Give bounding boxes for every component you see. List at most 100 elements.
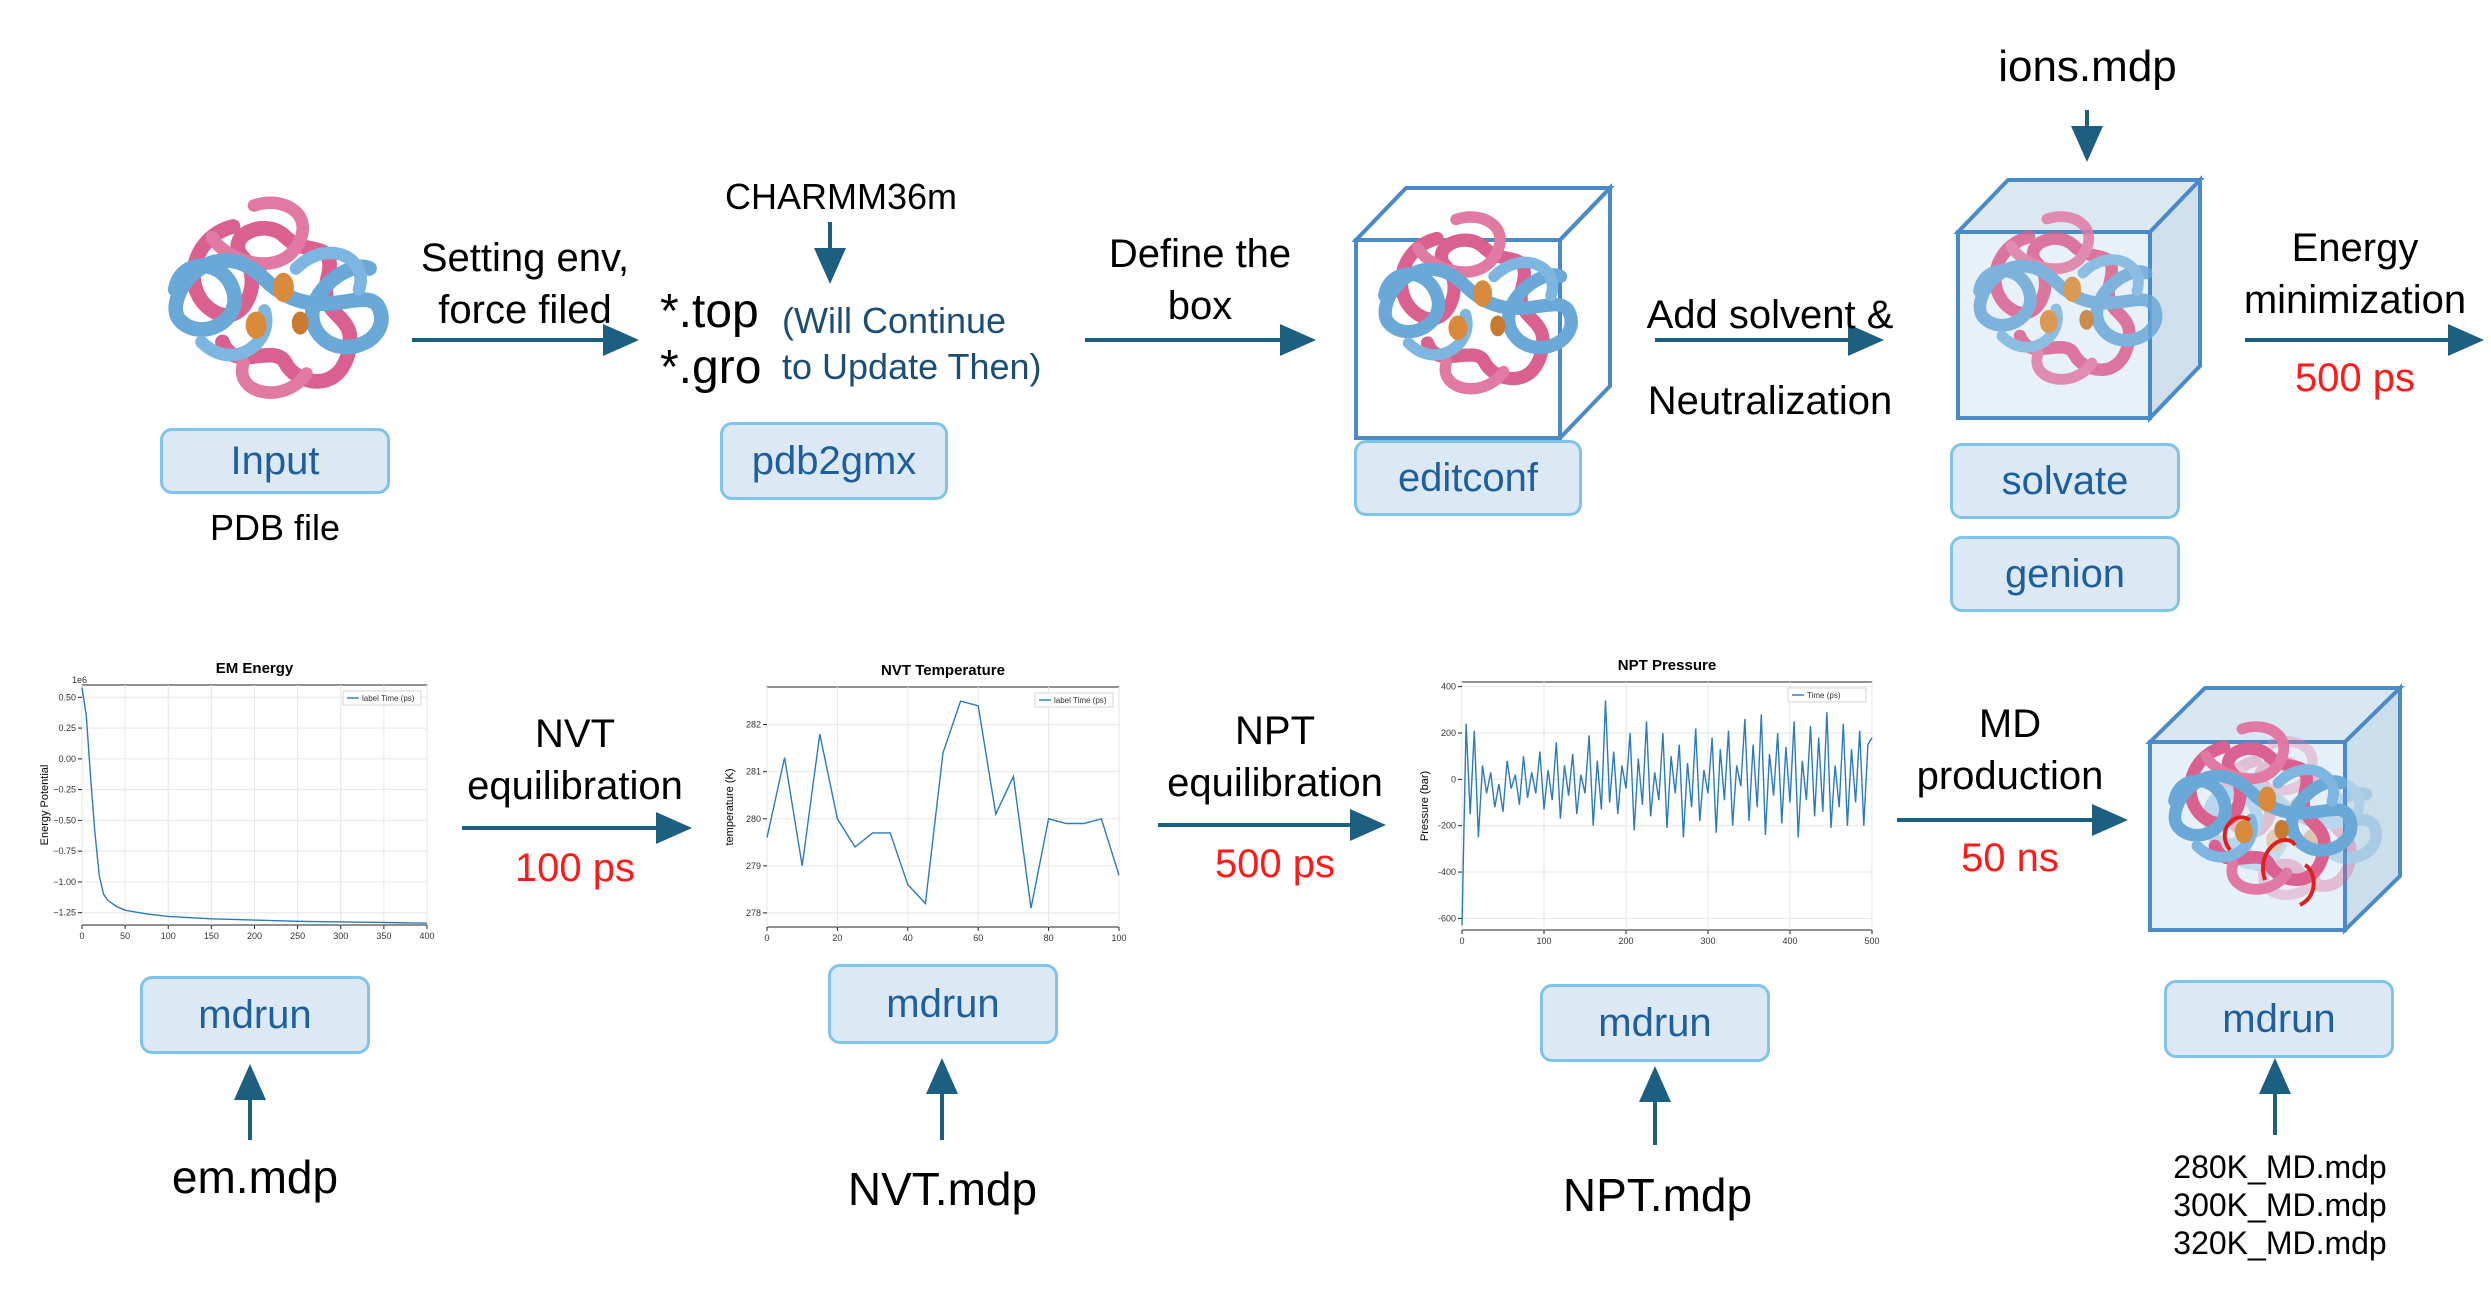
mdrun-npt-box: mdrun: [1540, 984, 1770, 1062]
mdrun-nvt-box: mdrun: [828, 964, 1058, 1044]
plot-title: NVT Temperature: [881, 662, 1005, 679]
x-tick-label: 100: [161, 931, 176, 941]
solvated-box-icon: [1953, 175, 2205, 423]
x-tick-label: 50: [120, 931, 130, 941]
nvt-label-line1: NVT: [535, 712, 615, 756]
legend-box: [1787, 687, 1867, 703]
add-solvent-label: Add solvent & Neutralization: [1630, 272, 1910, 444]
series-line: [766, 700, 1120, 909]
y-tick-label: 281: [746, 767, 761, 777]
x-tick-label: 0: [764, 933, 769, 943]
plot-frame: [1461, 681, 1873, 931]
simulation-box-icon: [1351, 183, 1615, 443]
y-axis-label: temperature (K): [724, 768, 736, 845]
md-mdp-300k: 300K_MD.mdp: [2173, 1187, 2387, 1223]
y-tick-label: -600: [1438, 913, 1456, 923]
plot-title: NPT Pressure: [1618, 657, 1716, 674]
nvt-time: 100 ps: [514, 846, 636, 890]
arrow-setting-env-line1: Setting env,: [420, 236, 630, 280]
md-mdp-280k: 280K_MD.mdp: [2173, 1149, 2387, 1185]
top-file-label: *.top: [660, 285, 759, 338]
energy-minimization-line2: minimization: [2243, 278, 2467, 322]
legend-box: [342, 690, 422, 706]
npt-pressure-plot: NPT Pressure 0 100 200 300 400 500 400 200 0 -200 -…: [1419, 657, 1880, 946]
energy-minimization-time: 500 ps: [2294, 356, 2416, 400]
x-tick-label: 300: [1700, 936, 1715, 946]
y-tick-label: 280: [746, 814, 761, 824]
define-box-line2: box: [1167, 284, 1233, 328]
x-tick-label: 20: [832, 933, 842, 943]
x-tick-label: 350: [376, 931, 391, 941]
y-tick-label: −0.75: [53, 846, 76, 856]
legend-label: label Time (ps): [362, 694, 415, 703]
y-tick-label: -400: [1438, 867, 1456, 877]
npt-label-line2: equilibration: [1167, 761, 1383, 805]
arrow-setting-env-line2: force filed: [438, 288, 612, 332]
y-tick-label: 0: [1451, 774, 1456, 784]
nvt-label: NVT equilibration: [440, 708, 710, 812]
x-tick-label: 400: [1782, 936, 1797, 946]
mdrun-em-box: mdrun: [140, 976, 370, 1054]
y-tick-label: -200: [1438, 821, 1456, 831]
md-production-label: MD production: [1880, 698, 2140, 802]
protein-structure-icon: [175, 203, 381, 393]
solvate-box: solvate: [1950, 443, 2180, 519]
y-tick-label: 0.50: [58, 692, 76, 702]
update-note-line1: (Will Continue: [782, 300, 1007, 341]
npt-time: 500 ps: [1214, 842, 1336, 886]
plot-title: EM Energy: [216, 660, 294, 677]
em-energy-plot: EM Energy 0 50 100 150 200 250 300 350 400 0.50 0.2…: [39, 660, 435, 941]
pdb2gmx-box: pdb2gmx: [720, 422, 948, 500]
md-label-line2: production: [1916, 754, 2104, 798]
md-production-box-icon: [2145, 683, 2405, 935]
y-tick-label: −0.25: [53, 785, 76, 795]
x-tick-label: 40: [903, 933, 913, 943]
legend-label: label Time (ps): [1054, 696, 1107, 705]
x-tick-label: 100: [1111, 933, 1126, 943]
series-line: [81, 687, 428, 924]
nvt-temperature-plot: NVT Temperature 0 20 40 60 80 100 278 279 280 281 2…: [724, 662, 1127, 943]
gro-file-label: *.gro: [660, 341, 762, 394]
update-note: (Will Continue to Update Then): [782, 298, 1042, 390]
y-scale-note: 1e6: [72, 675, 87, 685]
em-mdp-label: em.mdp: [171, 1151, 339, 1203]
define-box-label: Define the box: [1080, 228, 1320, 332]
add-solvent-line2: Neutralization: [1647, 379, 1893, 423]
x-tick-label: 200: [1618, 936, 1633, 946]
y-tick-label: −1.25: [53, 908, 76, 918]
define-box-line1: Define the: [1108, 232, 1292, 276]
energy-minimization-label: Energy minimization: [2230, 222, 2480, 326]
y-axis-label: Energy Potential: [39, 765, 51, 846]
legend-label: Time (ps): [1807, 691, 1841, 700]
legend-box: [1034, 692, 1114, 708]
y-tick-label: 0.25: [58, 723, 76, 733]
npt-mdp-label: NPT.mdp: [1562, 1169, 1753, 1221]
x-tick-label: 80: [1044, 933, 1054, 943]
y-tick-label: 200: [1441, 728, 1456, 738]
x-tick-label: 100: [1536, 936, 1551, 946]
genion-box: genion: [1950, 536, 2180, 612]
y-tick-label: 282: [746, 720, 761, 730]
mdrun-md-box: mdrun: [2164, 980, 2394, 1058]
y-tick-label: −1.00: [53, 877, 76, 887]
y-tick-label: 278: [746, 908, 761, 918]
nvt-label-line2: equilibration: [467, 764, 683, 808]
y-tick-label: 0.00: [58, 754, 76, 764]
md-mdp-list: 280K_MD.mdp 300K_MD.mdp 320K_MD.mdp: [2150, 1148, 2410, 1262]
y-tick-label: −0.50: [53, 815, 76, 825]
editconf-box: editconf: [1354, 440, 1582, 516]
series-line: [1461, 700, 1873, 926]
nvt-mdp-label: NVT.mdp: [847, 1163, 1038, 1215]
add-solvent-line1: Add solvent &: [1646, 293, 1894, 337]
y-axis-label: Pressure (bar): [1419, 771, 1431, 841]
x-tick-label: 0: [79, 931, 84, 941]
update-note-line2: to Update Then): [782, 346, 1042, 387]
x-tick-label: 250: [290, 931, 305, 941]
x-tick-label: 0: [1459, 936, 1464, 946]
md-label-line1: MD: [1978, 702, 2042, 746]
forcefield-label: CHARMM36m: [725, 176, 958, 217]
y-tick-label: 400: [1441, 682, 1456, 692]
input-box: Input: [160, 428, 390, 494]
md-time: 50 ns: [1961, 836, 2059, 880]
